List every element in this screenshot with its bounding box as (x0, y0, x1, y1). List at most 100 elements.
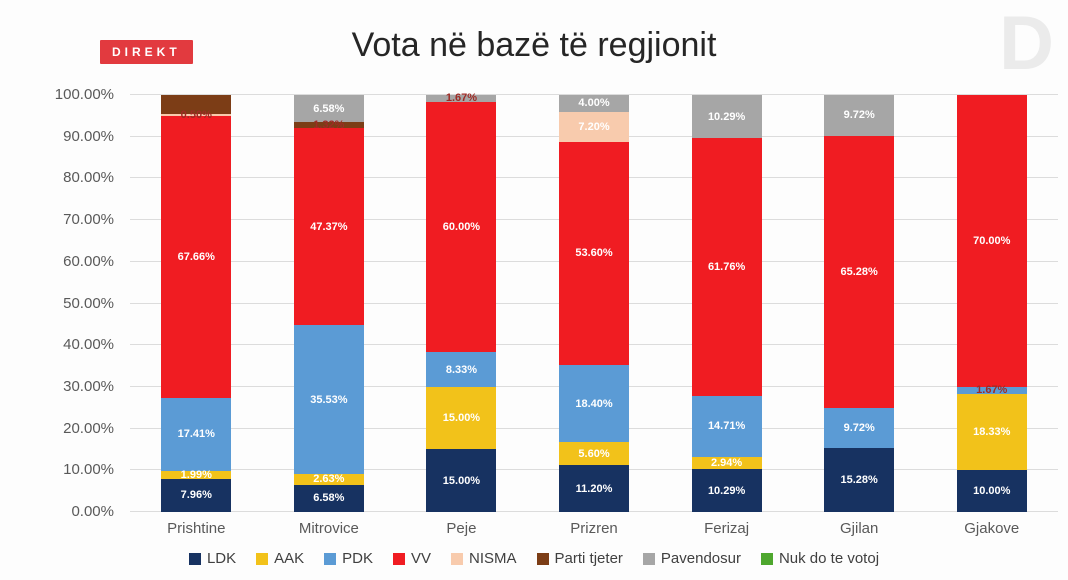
segment-data-label: 6.58% (313, 102, 345, 115)
bar-segment-nisma: 0.50% (161, 109, 232, 121)
segment-data-label: 2.63% (313, 473, 345, 486)
bar-segment-vv: 70.00% (956, 95, 1027, 387)
legend-item-pavendosur: Pavendosur (642, 550, 741, 567)
segment-data-label: 10.00% (973, 485, 1011, 498)
bar-segment-ldk: 10.00% (956, 470, 1027, 512)
stacked-bar: 7.96% 1.99% 17.41% 67.66% 0.50% (161, 95, 232, 512)
legend-item-parti-tjeter: Parti tjeter (536, 550, 623, 567)
bar-segment-pdk: 8.33% (426, 352, 497, 387)
legend-swatch-icon (256, 552, 269, 565)
segment-data-label: 53.60% (575, 247, 613, 260)
bar-segment-aak: 5.60% (559, 441, 630, 466)
segment-data-label: 15.28% (840, 474, 878, 487)
bar-segment-ldk: 7.96% (161, 478, 232, 512)
bar-segment-pavendosur: 4.00% (559, 95, 630, 112)
bar-segment-vv: 65.28% (824, 135, 895, 408)
legend-label: NISMA (469, 550, 517, 567)
bar-segment-parti-tjeter: 1.32% (293, 119, 364, 132)
bar-column-ferizaj: 10.29% 2.94% 14.71% 61.76% 10.29% (660, 95, 793, 512)
segment-data-label: 47.37% (310, 220, 348, 233)
legend-swatch-icon (760, 552, 773, 565)
stacked-bar: 10.29% 2.94% 14.71% 61.76% 10.29% (691, 95, 762, 512)
grid-line (130, 94, 1058, 95)
segment-data-label: 61.76% (707, 260, 746, 273)
y-tick-label: 50.00% (63, 294, 114, 312)
y-tick-label: 70.00% (63, 211, 114, 229)
bar-column-peje: 15.00% 15.00% 8.33% 60.00% 1.67% (395, 92, 528, 512)
x-axis-label-mitrovice: Mitrovice (298, 520, 359, 537)
bar-segment-ldk: 6.58% (293, 484, 364, 512)
x-axis-label-gjakove: Gjakove (964, 520, 1020, 537)
y-tick-label: 100.00% (54, 86, 114, 103)
bar-segment-pdk: 18.40% (559, 365, 630, 442)
segment-data-label: 7.20% (578, 120, 610, 133)
y-axis: 0.00% 10.00% 20.00% 30.00% 40.00% 50.00% 60.00… (0, 86, 122, 520)
bar-column-prishtine: 7.96% 1.99% 17.41% 67.66% 0.50% (130, 95, 263, 512)
segment-data-label: 11.20% (575, 482, 613, 495)
legend-item-nuk-do-te-votoj: Nuk do te votoj (760, 550, 880, 567)
legend-swatch-icon (393, 552, 406, 565)
bar-segment-aak: 1.99% (161, 469, 232, 481)
segment-data-label: 18.33% (973, 426, 1011, 439)
bar-segment-pdk: 17.41% (161, 397, 232, 471)
bar-segment-aak: 18.33% (956, 393, 1027, 471)
segment-data-label: 15.00% (442, 412, 481, 425)
segment-data-label: 14.71% (707, 420, 746, 433)
x-axis-label-prishtine: Prishtine (167, 520, 226, 537)
segment-data-label: 8.33% (445, 363, 478, 376)
segment-data-label: 0.50% (180, 108, 212, 121)
bar-segment-pavendosur: 1.67% (426, 92, 497, 104)
segment-data-label: 15.00% (442, 474, 481, 487)
legend-swatch-icon (536, 552, 549, 565)
chart-title: Vota në bazë të regjionit (351, 26, 717, 64)
segment-data-label: 6.58% (313, 492, 345, 505)
legend-item-vv: VV (393, 550, 431, 567)
bars-container: 7.96% 1.99% 17.41% 67.66% 0.50% 6.58% 2.63% 35.… (130, 92, 1058, 512)
stacked-bar: 15.28% 9.72% 65.28% 9.72% (824, 95, 895, 512)
stacked-bar: 10.00% 18.33% 1.67% 70.00% (956, 95, 1027, 512)
bar-segment-ldk: 15.00% (426, 449, 497, 512)
y-tick-label: 80.00% (63, 169, 114, 187)
legend: LDK AAK PDK VV NISMA Parti tjeter Pavendosur Nu… (0, 550, 1068, 567)
segment-data-label: 17.41% (177, 428, 215, 441)
legend-item-aak: AAK (256, 550, 304, 567)
bar-segment-vv: 67.66% (161, 115, 232, 398)
legend-label: Nuk do te votoj (778, 550, 880, 567)
legend-swatch-icon (324, 552, 337, 565)
direkt-badge: DIREKT (100, 40, 193, 64)
segment-data-label: 35.53% (310, 393, 348, 406)
bar-segment-pdk: 14.71% (691, 395, 762, 457)
bar-segment-pavendosur: 6.58% (293, 94, 364, 123)
x-axis-label-prizren: Prizren (570, 520, 618, 537)
bar-segment-nisma: 7.20% (559, 111, 630, 142)
bar-segment-vv: 61.76% (691, 137, 762, 396)
bar-segment-parti-tjeter (161, 95, 232, 114)
x-axis-label-ferizaj: Ferizaj (704, 520, 750, 537)
bar-column-gjakove: 10.00% 18.33% 1.67% 70.00% (925, 95, 1058, 512)
bar-segment-pdk: 9.72% (824, 407, 895, 449)
x-axis-labels: Prishtine Mitrovice Peje Prizren Ferizaj Gjil… (130, 520, 1058, 537)
bar-segment-vv: 53.60% (559, 141, 630, 366)
bar-segment-ldk: 11.20% (559, 465, 630, 512)
stacked-bar: 6.58% 2.63% 35.53% 47.37% 1.32% 6.58% (293, 94, 364, 512)
bar-segment-ldk: 10.29% (691, 469, 762, 512)
y-tick-label: 40.00% (63, 336, 114, 354)
segment-data-label: 2.94% (710, 456, 743, 469)
segment-data-label: 9.72% (843, 109, 875, 122)
y-tick-label: 90.00% (63, 127, 114, 145)
plot-area: 7.96% 1.99% 17.41% 67.66% 0.50% 6.58% 2.63% 35.… (130, 92, 1058, 512)
bar-column-gjilan: 15.28% 9.72% 65.28% 9.72% (793, 95, 926, 512)
legend-label: LDK (206, 550, 237, 567)
segment-data-label: 9.72% (843, 422, 875, 435)
segment-data-label: 5.60% (578, 447, 610, 460)
segment-data-label: 60.00% (442, 221, 481, 234)
legend-swatch-icon (642, 552, 655, 565)
brand-d-logo: D (999, 1, 1054, 86)
segment-data-label: 70.00% (973, 234, 1011, 247)
legend-label: Parti tjeter (554, 550, 623, 567)
segment-data-label: 1.32% (313, 119, 345, 132)
bar-segment-ldk: 15.28% (824, 448, 895, 512)
bar-segment-pdk: 1.67% (956, 384, 1027, 396)
bar-column-prizren: 11.20% 5.60% 18.40% 53.60% 7.20% 4.00% (528, 95, 661, 512)
segment-data-label: 65.28% (840, 265, 878, 278)
